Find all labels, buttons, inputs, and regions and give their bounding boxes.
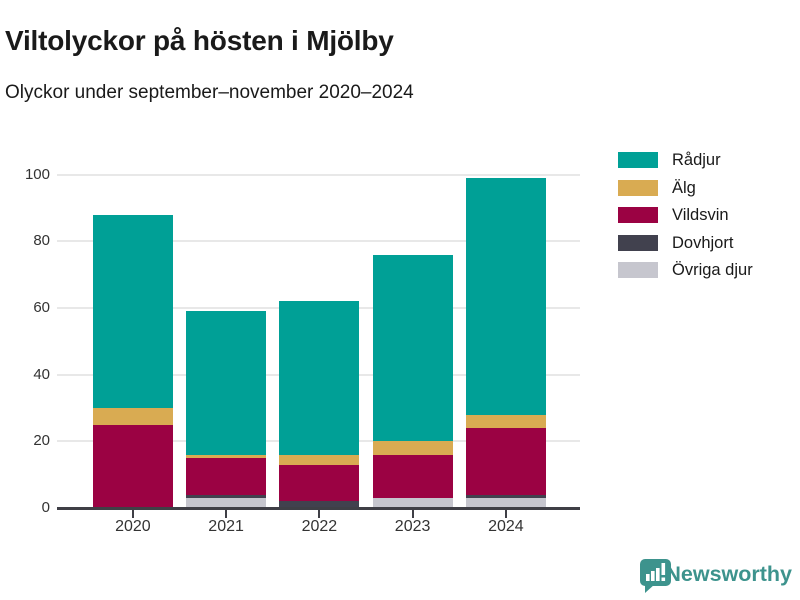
bar-segment-2023-ovriga-djur bbox=[372, 497, 453, 508]
bar-segment-2023-vildsvin bbox=[372, 454, 453, 498]
legend-swatch-vildsvin bbox=[618, 207, 658, 223]
bar-segment-2022-radjur bbox=[279, 301, 360, 455]
x-tick bbox=[318, 509, 321, 518]
gridline bbox=[57, 240, 580, 243]
bar-segment-2021-vildsvin bbox=[186, 457, 267, 495]
y-tick-label: 20 bbox=[33, 432, 50, 450]
x-axis-line bbox=[57, 507, 580, 510]
legend-swatch-dovhjort bbox=[618, 234, 658, 251]
chart-subtitle: Olyckor under september–november 2020–20… bbox=[5, 82, 414, 103]
bar-segment-2022-alg bbox=[279, 454, 360, 465]
bar-segment-2021-alg bbox=[186, 454, 267, 458]
bar-segment-2023-radjur bbox=[372, 254, 453, 442]
bar-segment-2021-radjur bbox=[186, 311, 267, 455]
x-label-2020: 2020 bbox=[115, 518, 151, 535]
plot-area: 0 20 40 60 80 100 2020 2021 2022 2023 2024 bbox=[0, 140, 800, 550]
bar-segment-2020-vildsvin bbox=[92, 424, 173, 508]
y-tick-label: 60 bbox=[33, 298, 50, 316]
bar-segment-2024-alg bbox=[465, 414, 546, 428]
bar-segment-2021-ovriga-djur bbox=[186, 497, 267, 508]
legend-label-alg: Älg bbox=[672, 178, 696, 197]
bar-segment-2024-vildsvin bbox=[465, 427, 546, 495]
legend-label-radjur: Rådjur bbox=[672, 151, 721, 169]
bar-segment-2020-alg bbox=[92, 407, 173, 425]
legend-swatch-radjur bbox=[618, 152, 658, 168]
bar-segment-2024-ovriga-djur bbox=[465, 497, 546, 508]
x-tick bbox=[411, 509, 414, 518]
newsworthy-logo-icon bbox=[639, 558, 672, 599]
brand-name: Newsworthy bbox=[665, 562, 792, 586]
bar-segment-2022-dovhjort bbox=[279, 501, 360, 508]
y-tick-label: 80 bbox=[33, 232, 50, 250]
y-tick-label: 100 bbox=[24, 165, 50, 183]
y-tick-label: 0 bbox=[41, 499, 50, 516]
bar-segment-2024-dovhjort bbox=[465, 494, 546, 498]
x-tick bbox=[225, 509, 228, 518]
x-label-2024: 2024 bbox=[488, 518, 524, 535]
gridline bbox=[57, 173, 580, 176]
x-label-2023: 2023 bbox=[394, 518, 431, 535]
y-tick-label: 40 bbox=[33, 365, 50, 383]
brand-footer: Newsworthy bbox=[632, 558, 792, 594]
legend-label-dovhjort: Dovhjort bbox=[672, 233, 734, 252]
x-tick bbox=[131, 509, 134, 518]
legend-label-vildsvin: Vildsvin bbox=[672, 206, 729, 224]
bar-segment-2020-radjur bbox=[92, 214, 173, 408]
bar-segment-2024-radjur bbox=[465, 177, 546, 415]
legend-swatch-alg bbox=[618, 179, 658, 196]
chart-title: Viltolyckor på hösten i Mjölby bbox=[5, 24, 394, 56]
legend-swatch-ovriga-djur bbox=[618, 262, 658, 278]
legend: Rådjur Älg Vildsvin Dovhjort Övriga djur bbox=[618, 148, 800, 288]
bar-segment-2021-dovhjort bbox=[186, 494, 267, 498]
x-label-2021: 2021 bbox=[208, 518, 244, 535]
bar-segment-2023-alg bbox=[372, 441, 453, 455]
legend-label-ovriga-djur: Övriga djur bbox=[672, 261, 753, 279]
x-tick bbox=[504, 509, 507, 518]
bar-segment-2022-vildsvin bbox=[279, 464, 360, 502]
x-label-2022: 2022 bbox=[301, 518, 338, 535]
